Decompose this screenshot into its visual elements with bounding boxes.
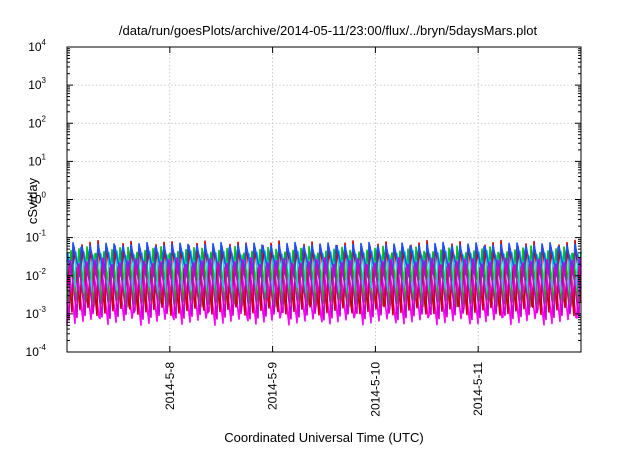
y-tick-label: 102 <box>28 114 46 130</box>
data-series-line <box>66 256 582 321</box>
y-tick-label: 104 <box>28 38 46 54</box>
y-tick-label: 10-4 <box>26 343 47 359</box>
plot-frame <box>66 46 582 353</box>
y-tick-label: 10-2 <box>26 267 47 283</box>
y-tick-label: 101 <box>28 152 46 168</box>
y-tick-label: 10-3 <box>26 305 47 321</box>
y-tick-label: 10-1 <box>26 229 47 245</box>
x-tick-label: 2014-5-8 <box>163 362 177 410</box>
x-tick-label: 2014-5-9 <box>266 362 280 410</box>
grid <box>67 47 581 352</box>
y-tick-label: 103 <box>28 76 46 92</box>
y-tick-label: 100 <box>28 191 46 207</box>
x-tick-label: 2014-5-11 <box>471 362 485 416</box>
x-axis-label: Coordinated Universal Time (UTC) <box>224 430 423 445</box>
axes: 10-4 10-3 10-2 10-1 100 101 102 103 104 2014-5-8 2… <box>26 38 582 417</box>
chart-title: /data/run/goesPlots/archive/2014-05-11/2… <box>119 23 538 38</box>
x-tick-label: 2014-5-10 <box>368 362 382 417</box>
series-group <box>66 239 582 326</box>
y-axis-label: cSv/day <box>25 177 40 224</box>
